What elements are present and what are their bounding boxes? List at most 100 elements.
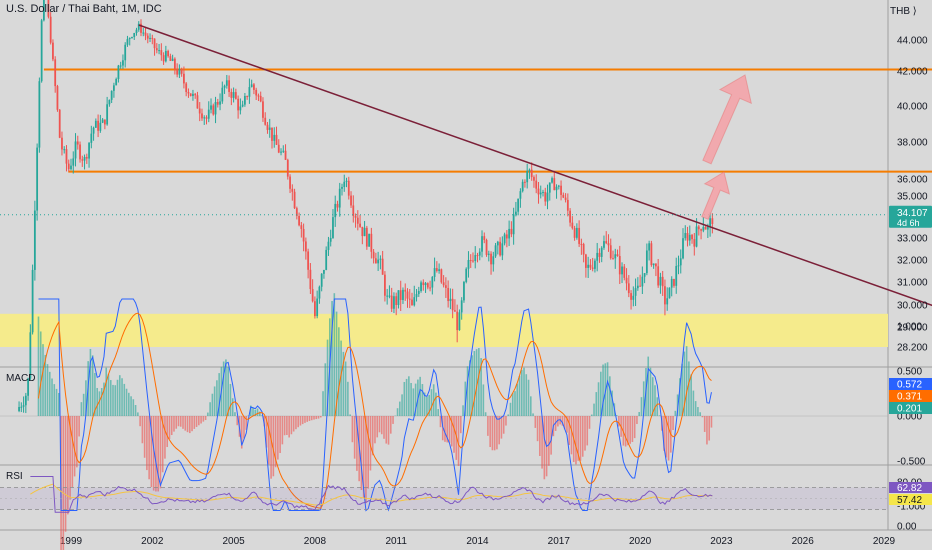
candle-body-292 bbox=[677, 265, 680, 267]
candle-body-305 bbox=[706, 226, 709, 230]
macd-bar-12 bbox=[64, 416, 67, 532]
candle-body-271 bbox=[630, 293, 632, 300]
macd-bar-182 bbox=[448, 416, 451, 443]
macd-bar-227 bbox=[550, 416, 552, 455]
candle-body-281 bbox=[652, 263, 655, 266]
candle-body-94 bbox=[230, 91, 233, 98]
rsi-title[interactable]: RSI bbox=[6, 471, 23, 482]
macd-bar-197 bbox=[482, 384, 485, 416]
macd-bar-121 bbox=[310, 416, 313, 421]
candle-body-202 bbox=[474, 255, 477, 262]
candle-body-150 bbox=[356, 217, 359, 224]
candle-body-63 bbox=[160, 50, 163, 56]
macd-bar-188 bbox=[462, 405, 464, 416]
macd-bar-78 bbox=[213, 386, 216, 416]
macd-bar-77 bbox=[211, 393, 214, 416]
candle-body-28 bbox=[81, 159, 84, 161]
candle-body-265 bbox=[616, 254, 619, 257]
candle-body-96 bbox=[234, 92, 237, 99]
macd-bar-145 bbox=[365, 416, 367, 504]
macd-bar-134 bbox=[340, 340, 342, 416]
macd-bar-24 bbox=[91, 355, 94, 416]
candle-body-122 bbox=[293, 191, 296, 209]
candle-body-110 bbox=[266, 124, 269, 130]
macd-bar-160 bbox=[399, 401, 401, 416]
symbol-title[interactable]: U.S. Dollar / Thai Baht, 1M, IDC bbox=[6, 3, 162, 15]
macd-bar-216 bbox=[525, 374, 528, 416]
candle-body-146 bbox=[347, 180, 350, 196]
candle-body-35 bbox=[97, 120, 99, 131]
macd-bar-236 bbox=[570, 416, 573, 455]
macd-bar-85 bbox=[229, 383, 232, 416]
currency-label[interactable]: THB ⟩ bbox=[890, 6, 917, 17]
macd-bar-143 bbox=[360, 416, 363, 491]
candle-body-41 bbox=[110, 90, 113, 100]
macd-bar-205 bbox=[500, 416, 503, 439]
macd-bar-17 bbox=[76, 416, 78, 468]
candle-body-47 bbox=[124, 44, 127, 61]
candle-body-69 bbox=[173, 58, 176, 70]
time-tick-6: 2017 bbox=[548, 536, 571, 547]
candle-body-230 bbox=[537, 188, 540, 195]
macd-bar-124 bbox=[317, 416, 320, 419]
macd-bar-183 bbox=[450, 416, 453, 447]
candle-body-21 bbox=[65, 149, 68, 164]
candle-body-236 bbox=[551, 178, 553, 183]
macd-bar-277 bbox=[663, 416, 665, 451]
candle-body-57 bbox=[146, 35, 149, 39]
candle-body-274 bbox=[636, 285, 639, 289]
macd-bar-33 bbox=[112, 384, 114, 416]
macd-bar-257 bbox=[618, 416, 620, 427]
macd-bar-53 bbox=[157, 416, 159, 492]
candle-body-220 bbox=[514, 211, 517, 215]
candle-body-111 bbox=[268, 127, 271, 130]
projection-arrow-lower bbox=[701, 171, 731, 220]
macd-bar-141 bbox=[356, 416, 358, 471]
candle-body-84 bbox=[207, 109, 210, 119]
macd-bar-170 bbox=[421, 384, 424, 416]
macd-bar-58 bbox=[168, 416, 171, 440]
price-tick-3: 38.000 bbox=[897, 138, 928, 149]
macd-bar-45 bbox=[139, 416, 141, 427]
candle-body-123 bbox=[295, 208, 298, 216]
time-tick-8: 2023 bbox=[710, 536, 733, 547]
macd-bar-115 bbox=[297, 416, 299, 428]
macd-bar-69 bbox=[193, 416, 196, 429]
candle-body-22 bbox=[67, 163, 70, 170]
macd-bar-66 bbox=[186, 416, 189, 433]
macd-title[interactable]: MACD bbox=[6, 373, 36, 384]
projection-arrow-upper bbox=[702, 74, 753, 165]
candle-body-14 bbox=[49, 16, 52, 43]
macd-bar-150 bbox=[376, 416, 379, 438]
macd-bar-7 bbox=[53, 384, 56, 416]
macd-bar-15 bbox=[71, 416, 74, 488]
macd-bar-26 bbox=[96, 387, 98, 416]
macd-bar-217 bbox=[527, 379, 530, 416]
macd-histogram bbox=[37, 293, 713, 550]
macd-bar-195 bbox=[478, 348, 480, 416]
time-tick-1: 2002 bbox=[141, 536, 164, 547]
macd-bar-135 bbox=[342, 351, 345, 416]
candle-body-83 bbox=[205, 117, 208, 119]
macd-bar-52 bbox=[155, 416, 157, 492]
candle-body-276 bbox=[641, 276, 644, 287]
macd-bar-238 bbox=[575, 416, 577, 465]
macd-bar-2 bbox=[42, 344, 44, 416]
macd-bar-128 bbox=[326, 339, 329, 416]
candle-body-71 bbox=[178, 69, 181, 75]
macd-bar-211 bbox=[514, 391, 516, 416]
macd-bar-254 bbox=[611, 390, 613, 416]
candle-body-55 bbox=[142, 32, 145, 34]
macd-bar-99 bbox=[261, 415, 263, 416]
macd-bar-73 bbox=[202, 416, 205, 422]
macd-bar-186 bbox=[457, 416, 460, 466]
macd-bar-63 bbox=[179, 416, 182, 427]
macd-bar-118 bbox=[304, 416, 306, 423]
macd-bar-292 bbox=[697, 407, 699, 416]
candle-body-239 bbox=[557, 185, 560, 187]
macd-bar-68 bbox=[191, 416, 193, 432]
candle-body-243 bbox=[566, 199, 569, 211]
candle-body-149 bbox=[354, 216, 357, 218]
macd-bar-246 bbox=[593, 403, 595, 416]
